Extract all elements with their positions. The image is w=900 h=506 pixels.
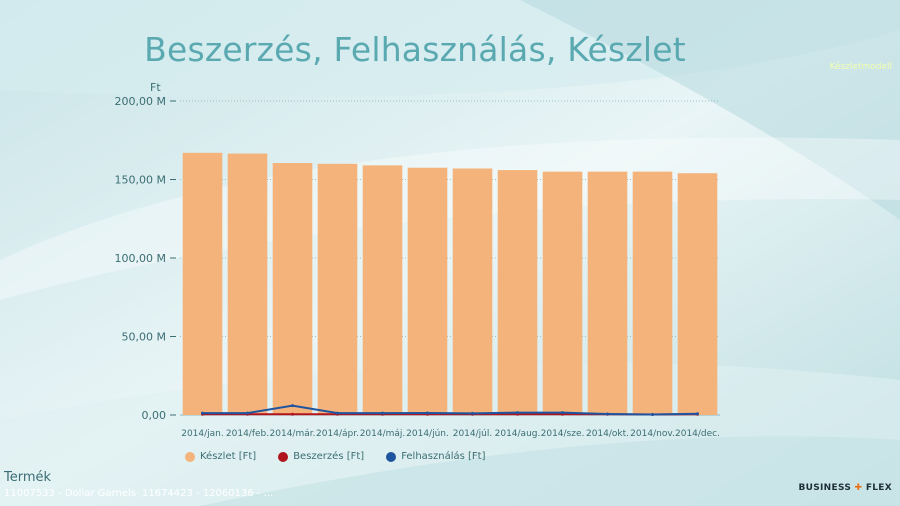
model-label[interactable]: Készletmodell: [829, 62, 893, 72]
legend: Készlet [Ft] Beszerzés [Ft] Felhasználás […: [185, 451, 508, 462]
legend-dot-icon: [278, 451, 289, 462]
x-tick-label-2: 2014/már.: [270, 429, 316, 439]
x-tick-label-1: 2014/feb.: [226, 429, 269, 439]
logo-text-left: BUSINESS: [798, 483, 852, 493]
point-felhasznalas-9: [606, 412, 609, 416]
y-tick-label-0: 0,00: [142, 409, 167, 422]
bar-keszlet-2: [272, 163, 313, 415]
point-felhasznalas-2: [291, 404, 294, 408]
bar-keszlet-9: [587, 171, 628, 415]
business-flex-logo: BUSINESS ✚ FLEX: [798, 483, 892, 493]
filter-value-0[interactable]: 11007533 - Dollar Garnels: [4, 488, 136, 499]
point-felhasznalas-6: [471, 411, 474, 415]
bar-keszlet-5: [407, 167, 448, 415]
bar-keszlet-3: [317, 163, 358, 415]
bar-keszlet-4: [362, 165, 403, 415]
bar-keszlet-0: [182, 152, 223, 415]
point-felhasznalas-3: [336, 411, 339, 415]
x-tick-label-7: 2014/aug.: [495, 429, 541, 439]
point-felhasznalas-7: [516, 411, 519, 415]
y-tick-label-3: 150,00 M: [115, 174, 166, 187]
legend-item-2[interactable]: Felhasználás [Ft]: [386, 451, 486, 462]
bar-keszlet-8: [542, 171, 583, 415]
bar-keszlet-7: [497, 170, 538, 415]
logo-text-right: FLEX: [865, 483, 892, 493]
line-felhasznalas: [202, 404, 698, 416]
bar-keszlet-6: [452, 168, 493, 415]
bar-keszlet-10: [632, 171, 673, 415]
page-title: Beszerzés, Felhasználás, Készlet: [144, 30, 686, 69]
point-felhasznalas-1: [246, 411, 249, 415]
x-tick-label-0: 2014/jan.: [181, 429, 224, 439]
legend-item-0[interactable]: Készlet [Ft]: [185, 451, 256, 462]
legend-label: Felhasználás [Ft]: [401, 451, 486, 462]
legend-label: Beszerzés [Ft]: [293, 451, 365, 462]
bar-keszlet-11: [677, 173, 718, 415]
point-felhasznalas-8: [561, 411, 564, 415]
y-tick-label-4: 200,00 M: [115, 95, 166, 108]
y-tick-label-1: 50,00 M: [122, 331, 166, 344]
filter-value-1[interactable]: 11674423 - 12060136 - ...: [141, 488, 274, 499]
x-tick-label-11: 2014/dec.: [675, 429, 720, 439]
x-tick-label-6: 2014/júl.: [453, 429, 493, 439]
y-axis-unit-label: Ft: [150, 81, 161, 94]
point-felhasznalas-5: [426, 411, 429, 415]
legend-dot-icon: [185, 451, 195, 462]
x-tick-label-10: 2014/nov.: [630, 429, 675, 439]
x-tick-label-8: 2014/sze.: [541, 429, 585, 439]
point-beszerzes-2: [291, 412, 294, 416]
point-felhasznalas-4: [381, 411, 384, 415]
point-felhasznalas-10: [651, 413, 654, 417]
x-tick-label-4: 2014/máj.: [360, 429, 406, 439]
y-tick-label-2: 100,00 M: [115, 252, 166, 265]
point-felhasznalas-0: [201, 411, 204, 415]
legend-item-1[interactable]: Beszerzés [Ft]: [278, 451, 364, 462]
x-tick-label-3: 2014/ápr.: [316, 429, 359, 439]
legend-label: Készlet [Ft]: [200, 451, 257, 462]
filter-label: Termék: [4, 470, 52, 485]
point-felhasznalas-11: [696, 412, 699, 416]
x-tick-label-5: 2014/jún.: [406, 429, 449, 439]
cross-icon: ✚: [854, 483, 863, 493]
bar-keszlet-1: [227, 153, 268, 415]
legend-dot-icon: [386, 451, 397, 462]
filter-values[interactable]: 11007533 - Dollar Garnels 11674423 - 1206…: [4, 488, 273, 499]
x-tick-label-9: 2014/okt.: [586, 429, 629, 439]
